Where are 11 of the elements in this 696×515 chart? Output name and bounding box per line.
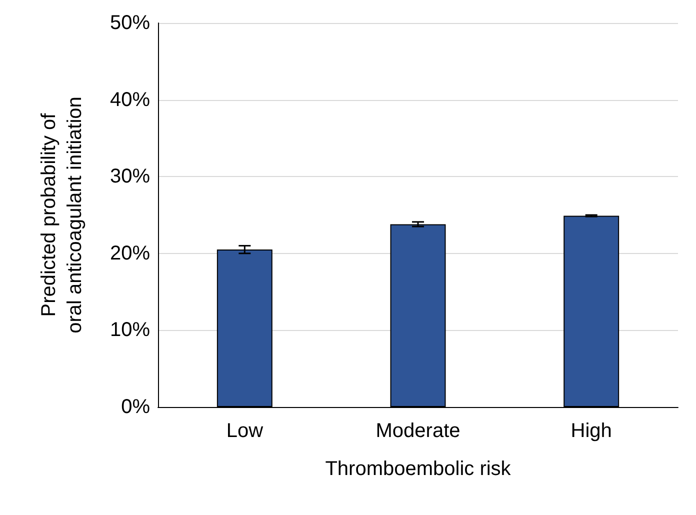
y-tick-label: 0%: [121, 396, 150, 418]
y-tick-label: 50%: [110, 12, 150, 34]
x-axis-title: Thromboembolic risk: [325, 458, 512, 480]
y-tick-label: 20%: [110, 242, 150, 264]
x-tick-label: Low: [226, 420, 264, 442]
y-tick-label: 40%: [110, 88, 150, 111]
y-tick-label: 30%: [110, 166, 150, 188]
y-axis-title: Predicted probability of oral anticoagulant initiation: [38, 96, 86, 334]
x-tick-label: High: [570, 420, 612, 442]
x-tick-label: Moderate: [376, 420, 460, 442]
y-tick-label: 10%: [110, 319, 150, 342]
